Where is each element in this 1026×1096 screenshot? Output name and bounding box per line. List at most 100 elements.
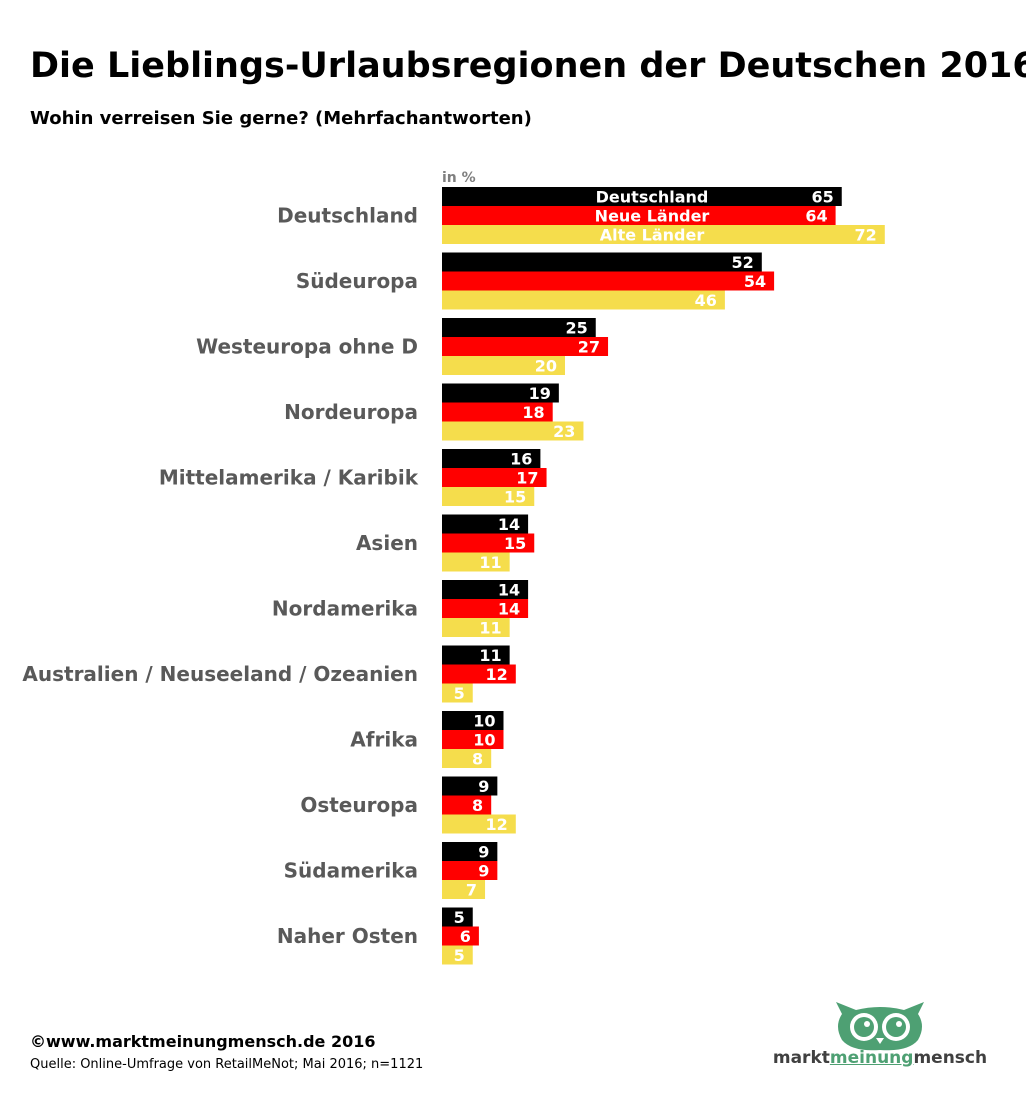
bar-neue-länder [442,599,529,618]
value-label: 65 [811,188,833,207]
value-label: 14 [498,515,520,534]
unit-label: in % [442,170,476,186]
bar-alte-länder [442,749,492,768]
bar-group-naher-osten: Naher Osten 565 [277,907,479,965]
bar-neue-länder [442,861,498,880]
value-label: 64 [805,207,827,226]
bar-alte-länder [442,814,516,834]
bar-deutschland [442,580,529,599]
bar-alte-länder [442,683,473,703]
bar-deutschland [442,318,596,337]
category-label: Nordeuropa [284,400,418,424]
value-label: 17 [516,469,538,488]
bar-alte-länder [442,552,510,572]
value-label: 14 [498,600,520,619]
value-label: 15 [504,534,526,553]
bar-neue-länder [442,533,535,553]
value-label: 8 [472,796,483,815]
value-label: 9 [478,777,489,796]
value-label: 16 [510,450,532,469]
bar-alte-länder [442,487,535,506]
value-label: 10 [473,712,495,731]
category-label: Asien [356,531,418,555]
value-label: 25 [565,319,587,338]
bar-neue-länder [442,402,553,422]
value-label: 18 [522,403,544,422]
copyright-text: ©www.marktmeinungmensch.de 2016 [30,1032,376,1051]
category-label: Westeuropa ohne D [196,335,418,359]
bar-deutschland [442,776,498,796]
bar-deutschland [442,711,504,730]
bar-neue-länder [442,337,609,356]
bar-group-deutschland: Deutschland 65 Deutschland 64 Neue Länder 72 A… [277,187,885,245]
bar-group-südamerika: Südamerika 997 [284,842,498,900]
bar-deutschland [442,645,510,665]
bar-alte-länder [442,945,473,965]
legend-label-alte-länder: Alte Länder [600,226,705,245]
category-label: Australien / Neuseeland / Ozeanien [22,662,418,686]
bar-deutschland [442,514,529,534]
bar-neue-länder [442,730,504,749]
category-label: Deutschland [277,204,418,228]
category-label: Naher Osten [277,924,418,948]
brand-logo: marktmeinungmensch [760,1000,1000,1080]
value-label: 12 [486,815,508,834]
legend-label-deutschland: Deutschland [596,188,709,207]
value-label: 19 [529,384,551,403]
value-label: 12 [486,665,508,684]
brand-word-meinung: meinung [829,1048,914,1068]
chart-title: Die Lieblings-Urlaubsregionen der Deutsc… [30,46,1026,86]
category-label: Südeuropa [296,269,418,293]
brand-word-mensch: mensch [913,1048,988,1068]
bar-neue-länder [442,664,516,684]
value-label: 72 [855,226,877,245]
value-label: 5 [454,908,465,927]
source-text: Quelle: Online-Umfrage von RetailMeNot; … [30,1057,424,1072]
value-label: 9 [478,843,489,862]
legend-label-neue-länder: Neue Länder [595,207,710,226]
owl-icon [836,1002,924,1051]
value-label: 52 [732,253,754,272]
category-label: Afrika [350,728,418,752]
bar-deutschland [442,383,559,403]
bar-chart: in % Deutschland 65 Deutschland 64 Neue Länd… [22,170,885,965]
value-label: 11 [479,553,501,572]
bar-deutschland [442,907,473,927]
category-label: Osteuropa [300,793,418,817]
value-label: 54 [744,272,766,291]
value-label: 5 [454,946,465,965]
value-label: 11 [479,619,501,638]
value-label: 11 [479,646,501,665]
bar-neue-länder [442,206,836,225]
category-label: Nordamerika [272,597,418,621]
category-label: Südamerika [284,859,418,883]
value-label: 14 [498,581,520,600]
value-label: 46 [695,291,717,310]
value-label: 9 [478,862,489,881]
bar-deutschland [442,842,498,861]
category-label: Mittelamerika / Karibik [159,466,419,490]
value-label: 27 [578,338,600,357]
bar-neue-länder [442,795,492,815]
value-label: 7 [466,881,477,900]
bar-alte-länder [442,421,584,441]
bar-deutschland [442,449,541,468]
bar-alte-länder [442,880,486,899]
bar-deutschland [442,252,762,272]
bar-neue-länder [442,468,547,487]
chart-subtitle: Wohin verreisen Sie gerne? (Mehrfachantw… [30,108,532,129]
bar-neue-länder [442,271,775,291]
bar-alte-länder [442,356,565,375]
bar-alte-länder [442,290,725,310]
value-label: 15 [504,488,526,507]
value-label: 10 [473,731,495,750]
